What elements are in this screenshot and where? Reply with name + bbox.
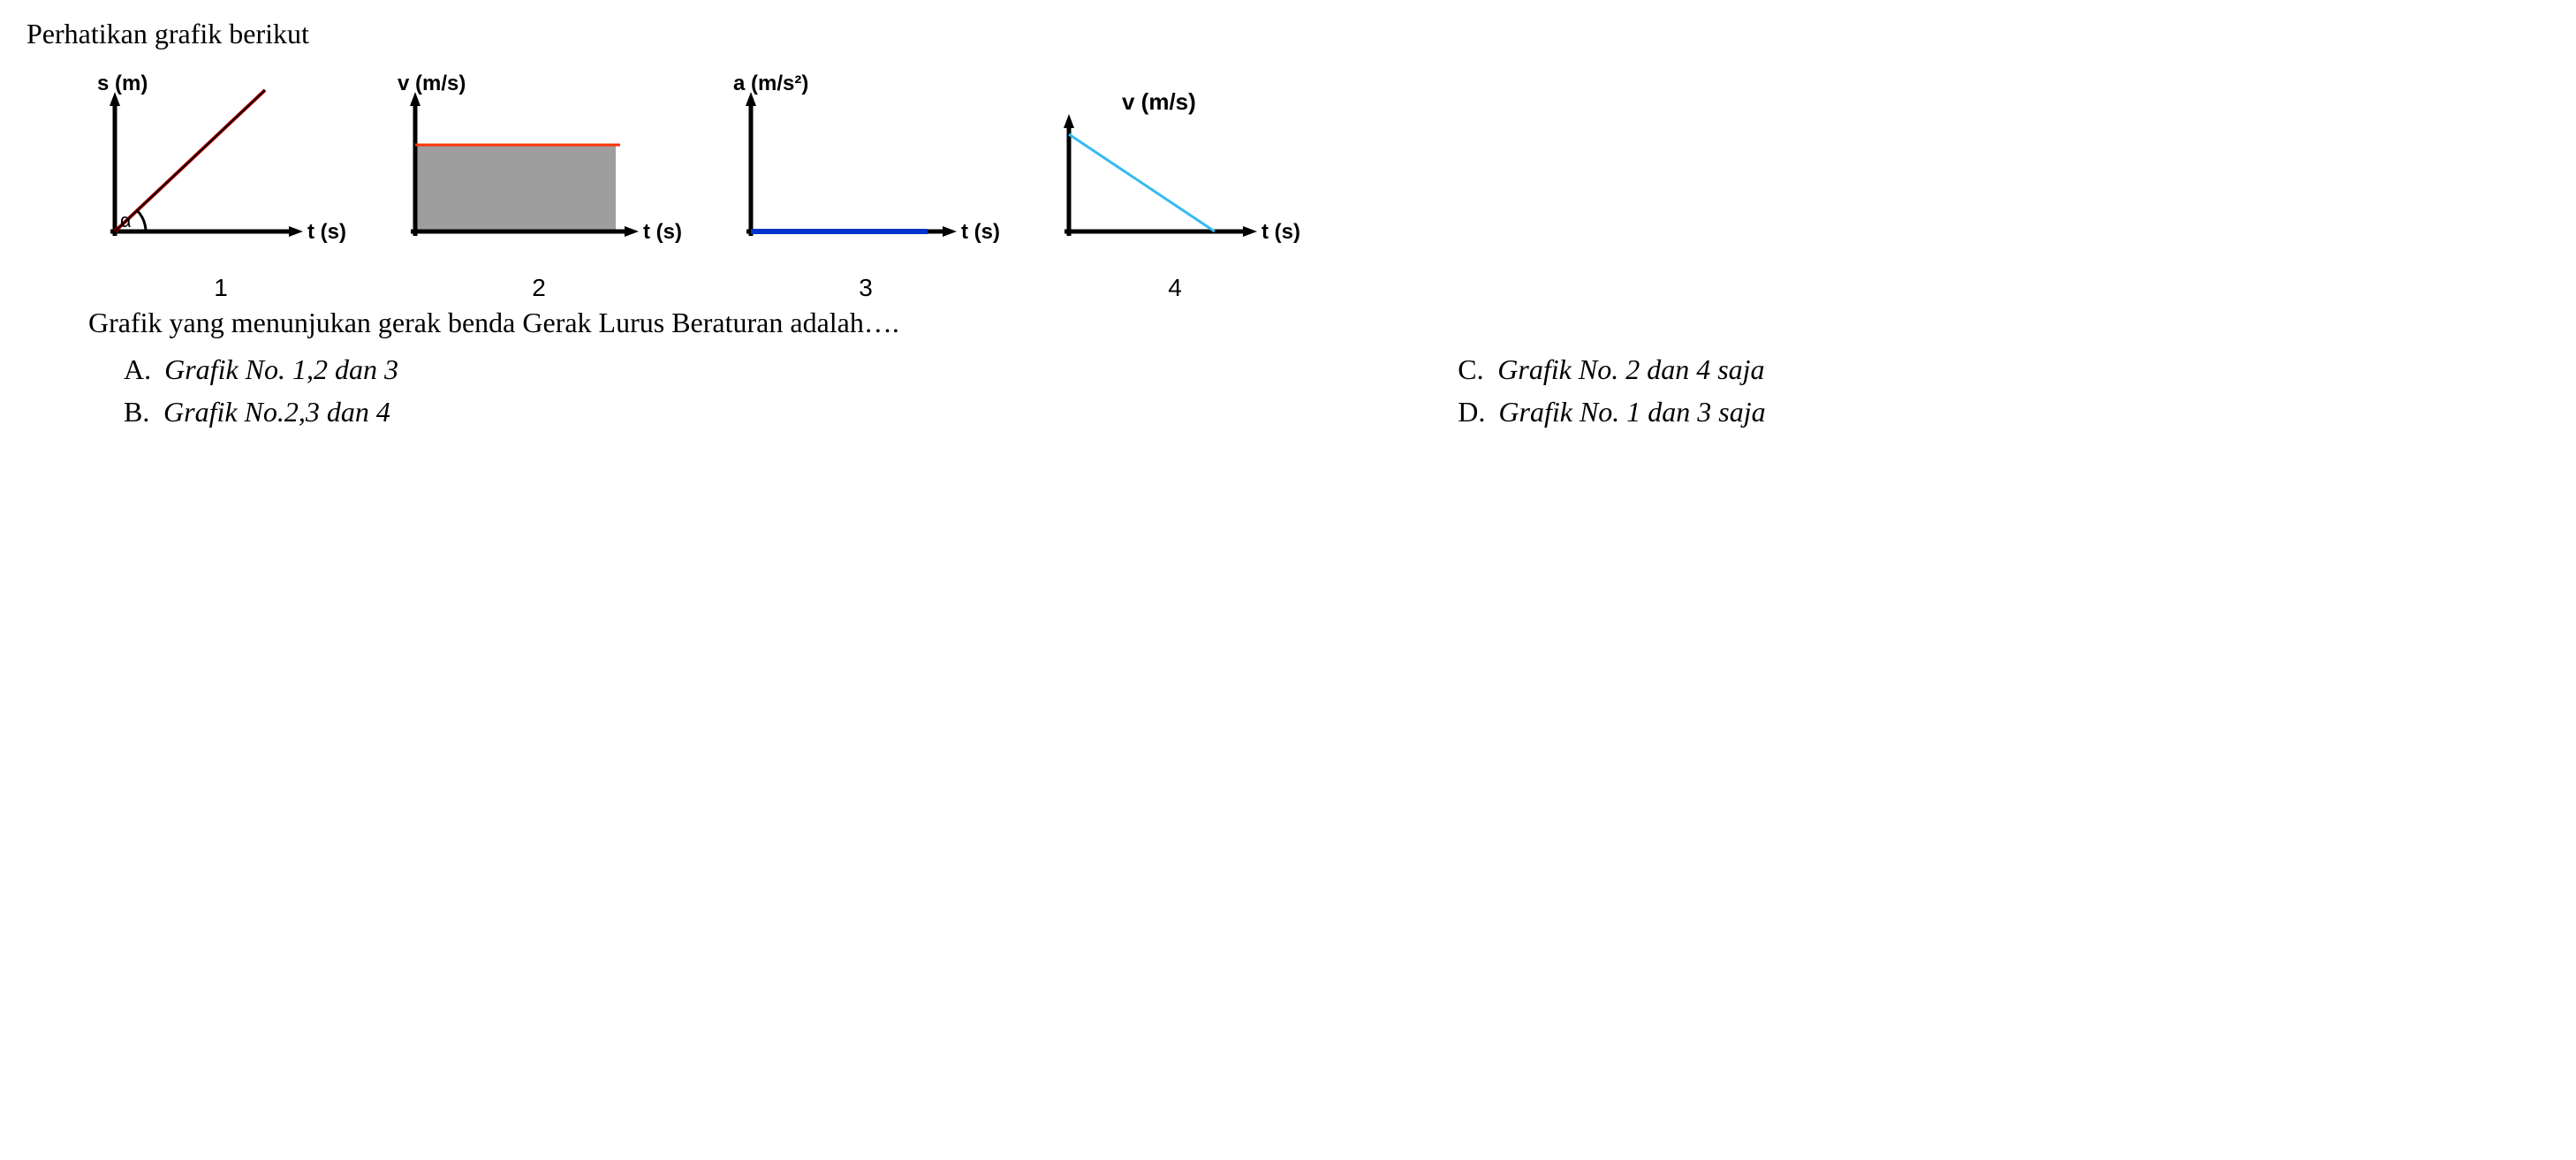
- chart-2-fill: [417, 145, 616, 231]
- question-text: Grafik yang menunjukan gerak benda Gerak…: [27, 307, 2549, 339]
- chart-numbers-row: 1 2 3 4: [27, 274, 2549, 302]
- chart-3: a (m/s²) t (s): [724, 72, 1007, 267]
- options-left: A. Grafik No. 1,2 dan 3 B. Grafik No.2,3…: [124, 348, 1458, 433]
- option-c: C. Grafik No. 2 dan 4 saja: [1458, 348, 2549, 390]
- option-a-letter: A.: [124, 348, 151, 390]
- chart-2-ylabel: v (m/s): [398, 72, 466, 95]
- chart-2-xaxis-arrow: [625, 226, 639, 237]
- chart-1-number: 1: [88, 274, 353, 302]
- option-d-text: Grafik No. 1 dan 3 saja: [1498, 390, 1765, 433]
- chart-3-xaxis-arrow: [943, 226, 957, 237]
- chart-3-ylabel: a (m/s²): [733, 72, 808, 95]
- option-d: D. Grafik No. 1 dan 3 saja: [1458, 390, 2549, 433]
- chart-1: s (m) t (s) α: [88, 72, 353, 267]
- question-intro: Perhatikan grafik berikut: [27, 18, 2549, 50]
- chart-2: v (m/s) t (s): [389, 72, 689, 267]
- chart-1-xlabel: t (s): [307, 220, 346, 244]
- chart-3-number: 3: [724, 274, 1007, 302]
- option-c-letter: C.: [1458, 348, 1484, 390]
- chart-2-xlabel: t (s): [643, 220, 682, 244]
- chart-4-line: [1069, 134, 1215, 231]
- chart-2-number: 2: [389, 274, 689, 302]
- chart-4-number: 4: [1042, 274, 1307, 302]
- option-b: B. Grafik No.2,3 dan 4: [124, 390, 1458, 433]
- chart-1-container: s (m) t (s) α: [88, 72, 353, 267]
- chart-4: v (m/s) t (s): [1042, 72, 1307, 267]
- chart-2-container: v (m/s) t (s): [389, 72, 689, 267]
- option-a: A. Grafik No. 1,2 dan 3: [124, 348, 1458, 390]
- chart-4-yaxis-arrow: [1064, 114, 1074, 128]
- chart-4-xaxis-arrow: [1243, 226, 1257, 237]
- option-d-letter: D.: [1458, 390, 1485, 433]
- chart-3-xlabel: t (s): [961, 220, 1000, 244]
- chart-1-angle-arc: [137, 210, 146, 231]
- option-a-text: Grafik No. 1,2 dan 3: [164, 348, 398, 390]
- option-b-text: Grafik No.2,3 dan 4: [163, 390, 390, 433]
- chart-1-xaxis-arrow: [289, 226, 303, 237]
- option-c-text: Grafik No. 2 dan 4 saja: [1497, 348, 1764, 390]
- chart-3-container: a (m/s²) t (s): [724, 72, 1007, 267]
- charts-row: s (m) t (s) α v (m/s) t (s): [27, 72, 2549, 267]
- chart-4-ylabel: v (m/s): [1122, 88, 1196, 115]
- chart-1-ylabel: s (m): [97, 72, 148, 95]
- options-right: C. Grafik No. 2 dan 4 saja D. Grafik No.…: [1458, 348, 2549, 433]
- option-b-letter: B.: [124, 390, 150, 433]
- options-container: A. Grafik No. 1,2 dan 3 B. Grafik No.2,3…: [27, 348, 2549, 433]
- chart-4-xlabel: t (s): [1261, 220, 1300, 244]
- chart-4-container: v (m/s) t (s): [1042, 72, 1307, 267]
- chart-1-angle-label: α: [120, 209, 132, 231]
